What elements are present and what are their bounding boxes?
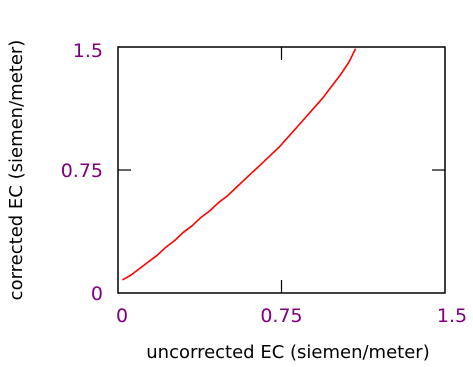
- y-tick-label-2: 1.5: [73, 40, 103, 62]
- x-tick-label-1: 0.75: [260, 305, 302, 327]
- plot-frame: [117, 46, 446, 294]
- y-axis-label: corrected EC (siemen/meter): [6, 40, 27, 301]
- y-tick-label-0: 0: [91, 283, 103, 305]
- x-tick-label-0: 0: [116, 305, 128, 327]
- y-tick-label-1: 0.75: [61, 160, 103, 182]
- x-axis-label: uncorrected EC (siemen/meter): [146, 342, 429, 363]
- series-line: [122, 48, 357, 281]
- x-tick-label-2: 1.5: [437, 305, 467, 327]
